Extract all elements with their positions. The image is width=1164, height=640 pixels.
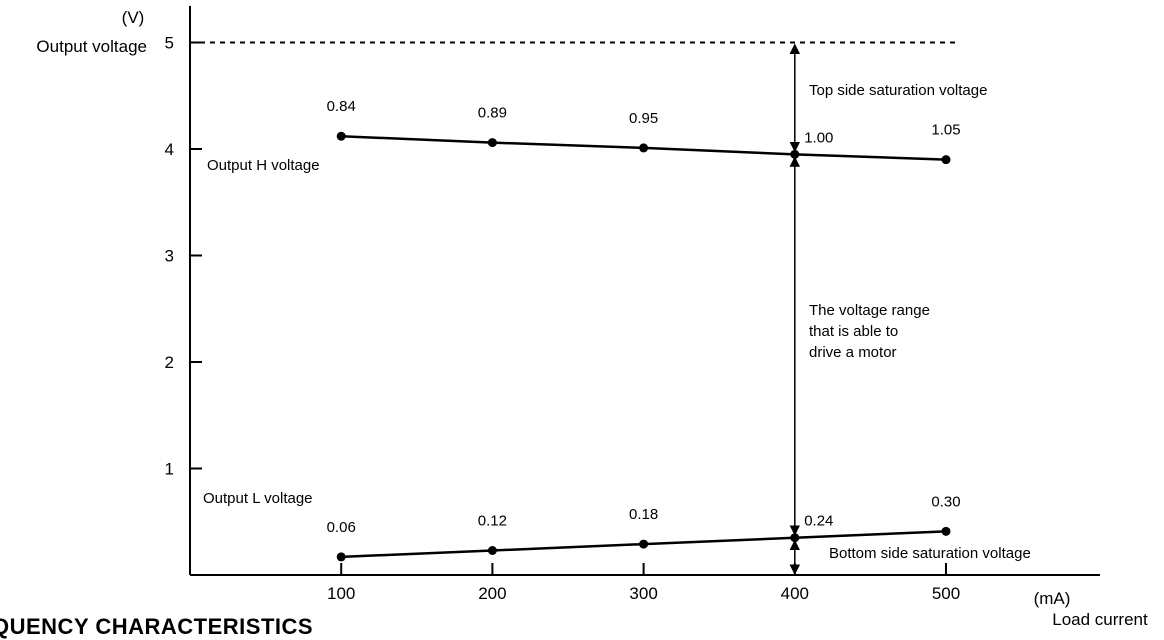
section-heading: QUENCY CHARACTERISTICS bbox=[0, 614, 314, 639]
output-l-point-label: 0.12 bbox=[478, 513, 507, 530]
output-h-point-label: 0.84 bbox=[327, 98, 356, 115]
motor-range-label: drive a motor bbox=[809, 344, 897, 361]
output-l-point bbox=[639, 539, 649, 549]
output-l-voltage-label: Output L voltage bbox=[203, 490, 313, 507]
y-tick-label: 2 bbox=[165, 353, 174, 372]
y-tick-label: 1 bbox=[165, 460, 174, 479]
output-l-point bbox=[487, 546, 497, 556]
y-axis-unit: (V) bbox=[122, 8, 145, 27]
x-tick-label: 200 bbox=[478, 584, 506, 603]
output-h-point bbox=[941, 155, 951, 165]
output-l-point-label: 0.24 bbox=[804, 513, 833, 530]
output-l-point bbox=[336, 552, 346, 562]
annotations: Top side saturation voltage The voltage r… bbox=[789, 43, 1031, 576]
motor-range-label: The voltage range bbox=[809, 302, 930, 319]
output-h-point bbox=[639, 143, 649, 153]
output-h-point bbox=[336, 131, 346, 141]
output-l-point-label: 0.06 bbox=[327, 519, 356, 536]
output-l-point-label: 0.30 bbox=[931, 493, 960, 510]
output-h-point-label: 0.89 bbox=[478, 105, 507, 122]
x-tick-label: 100 bbox=[327, 584, 355, 603]
x-tick-label: 400 bbox=[781, 584, 809, 603]
y-tick-label: 4 bbox=[165, 140, 174, 159]
output-l-point-label: 0.18 bbox=[629, 506, 658, 523]
ticks: 1 2 3 4 5 100 200 300 400 500 bbox=[165, 34, 961, 604]
axes: (V) Output voltage (mA) Load current bbox=[36, 6, 1148, 629]
output-h-point-label: 1.05 bbox=[931, 122, 960, 139]
y-tick-label: 5 bbox=[165, 34, 174, 53]
x-tick-label: 500 bbox=[932, 584, 960, 603]
output-h-point-label: 1.00 bbox=[804, 129, 833, 146]
top-saturation-label: Top side saturation voltage bbox=[809, 82, 987, 99]
output-h-voltage-label: Output H voltage bbox=[207, 157, 320, 174]
y-axis-title: Output voltage bbox=[36, 37, 147, 56]
x-axis-title: Load current bbox=[1052, 610, 1148, 629]
y-tick-label: 3 bbox=[165, 247, 174, 266]
x-tick-label: 300 bbox=[629, 584, 657, 603]
series: 0.84 0.89 0.95 1.00 1.05 0.06 0.12 0.18 0.24 0.30… bbox=[203, 98, 961, 562]
motor-range-label: that is able to bbox=[809, 323, 898, 340]
x-axis-unit: (mA) bbox=[1034, 589, 1071, 608]
output-h-point bbox=[487, 138, 497, 148]
bottom-saturation-label: Bottom side saturation voltage bbox=[829, 545, 1031, 562]
output-h-point-label: 0.95 bbox=[629, 110, 658, 127]
output-l-point bbox=[941, 526, 951, 536]
